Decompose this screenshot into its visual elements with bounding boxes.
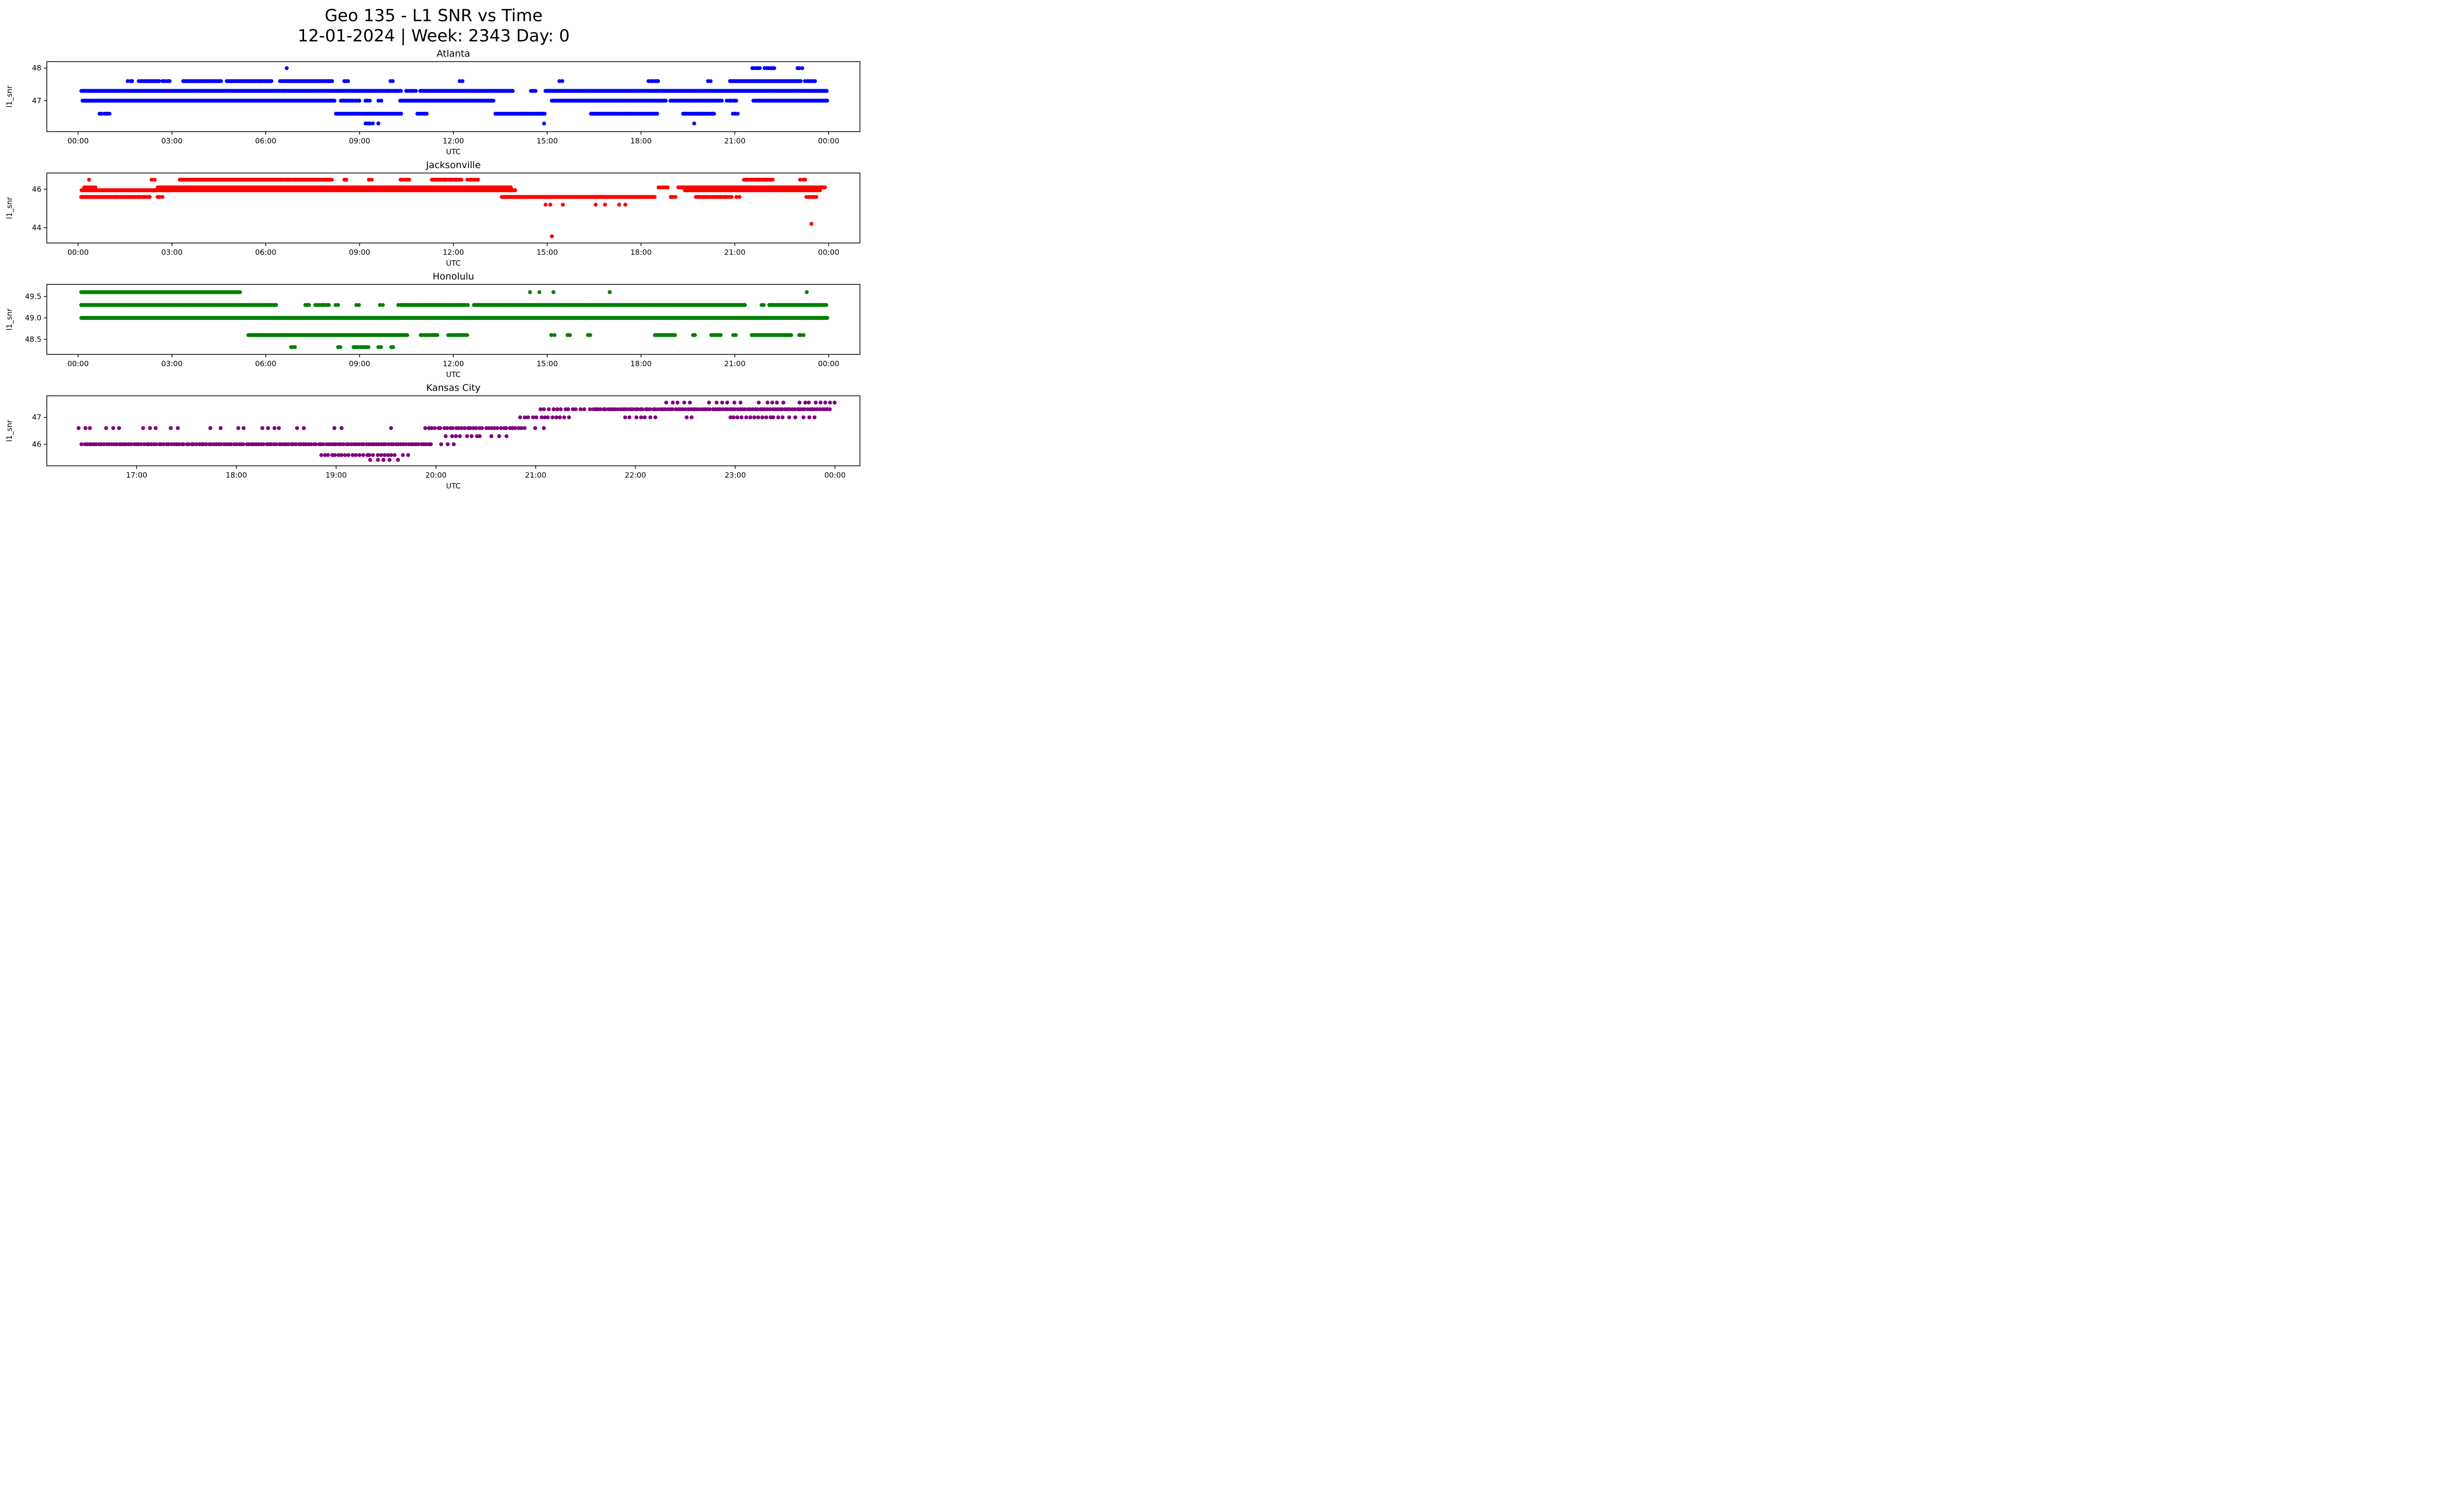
subplot-honolulu: Honolulu 00:00 03:00 06:00 09:00 12:00 15:00 18… — [0, 270, 867, 381]
x-tick-label: 12:00 — [443, 248, 464, 257]
x-tick-label: 00:00 — [68, 248, 89, 257]
y-tick-label: 48.5 — [25, 335, 41, 344]
y-axis-label: l1_snr — [5, 308, 14, 331]
x-axis-label: UTC — [446, 259, 461, 268]
x-tick-label: 21:00 — [724, 137, 746, 145]
x-tick-label: 21:00 — [724, 359, 746, 368]
x-tick-label: 21:00 — [724, 248, 746, 257]
x-tick-label: 15:00 — [537, 137, 558, 145]
subplot-title: Jacksonville — [425, 160, 480, 171]
y-tick-label: 44 — [32, 223, 41, 232]
x-tick-label: 03:00 — [161, 248, 182, 257]
x-tick-label: 18:00 — [226, 471, 247, 480]
scatter-points — [79, 290, 829, 349]
x-tick-label: 12:00 — [443, 359, 464, 368]
x-tick-label: 12:00 — [443, 137, 464, 145]
x-tick-label: 03:00 — [161, 137, 182, 145]
jacksonville-scatter-plot: Jacksonville 00:00 03:00 06:00 09:00 12:00 15:… — [5, 160, 860, 268]
x-axis-label: UTC — [446, 147, 461, 156]
y-tick-label: 46 — [32, 185, 41, 194]
kansas-city-scatter-plot: Kansas City 17:00 18:00 19:00 20:00 21:00 22:0… — [5, 382, 860, 490]
x-tick-label: 03:00 — [161, 359, 182, 368]
y-tick-label: 47 — [32, 413, 41, 422]
x-tick-label: 06:00 — [255, 359, 276, 368]
x-axis-label: UTC — [446, 370, 461, 379]
y-tick-label: 46 — [32, 440, 41, 449]
x-tick-label: 00:00 — [824, 471, 846, 480]
x-tick-label: 00:00 — [818, 359, 839, 368]
x-tick-label: 00:00 — [818, 248, 839, 257]
scatter-points — [76, 400, 837, 462]
figure: Atlanta 00:00 03:00 06:00 09:00 12:00 15:00 18:… — [0, 47, 867, 492]
x-tick-label: 00:00 — [818, 137, 839, 145]
subplot-atlanta: Atlanta 00:00 03:00 06:00 09:00 12:00 15:00 18:… — [0, 47, 867, 158]
x-tick-label: 06:00 — [255, 248, 276, 257]
honolulu-scatter-plot: Honolulu 00:00 03:00 06:00 09:00 12:00 15:00 18… — [5, 271, 860, 379]
x-tick-label: 17:00 — [126, 471, 147, 480]
y-axis-label: l1_snr — [5, 85, 14, 108]
x-axis-label: UTC — [446, 482, 461, 490]
scatter-points — [79, 177, 827, 239]
x-tick-label: 00:00 — [68, 137, 89, 145]
subplot-jacksonville: Jacksonville 00:00 03:00 06:00 09:00 12:00 15:… — [0, 158, 867, 270]
y-tick-label: 49.0 — [25, 313, 41, 322]
x-tick-label: 18:00 — [630, 248, 651, 257]
x-tick-label: 19:00 — [325, 471, 346, 480]
figure-title-line2: 12-01-2024 | Week: 2343 Day: 0 — [298, 26, 570, 46]
plot-border — [46, 61, 860, 132]
x-tick-label: 15:00 — [537, 248, 558, 257]
y-axis-label: l1_snr — [5, 419, 14, 442]
x-tick-label: 09:00 — [349, 248, 370, 257]
x-tick-label: 20:00 — [425, 471, 446, 480]
x-tick-label: 23:00 — [724, 471, 746, 480]
subplot-title: Honolulu — [433, 271, 474, 282]
x-tick-label: 22:00 — [625, 471, 646, 480]
y-axis-label: l1_snr — [5, 197, 14, 219]
plot-border — [46, 173, 860, 243]
scatter-points — [79, 66, 829, 126]
x-tick-label: 21:00 — [525, 471, 546, 480]
plot-border — [46, 395, 860, 466]
x-tick-label: 00:00 — [68, 359, 89, 368]
x-tick-label: 06:00 — [255, 137, 276, 145]
x-tick-label: 09:00 — [349, 137, 370, 145]
y-tick-label: 47 — [32, 96, 41, 105]
figure-title-line1: Geo 135 - L1 SNR vs Time — [324, 6, 543, 26]
y-tick-label: 48 — [32, 64, 41, 72]
x-tick-label: 18:00 — [630, 359, 651, 368]
subplot-title: Kansas City — [426, 382, 481, 393]
x-tick-label: 15:00 — [537, 359, 558, 368]
subplot-kansas-city: Kansas City 17:00 18:00 19:00 20:00 21:00 22:0… — [0, 381, 867, 492]
x-tick-label: 18:00 — [630, 137, 651, 145]
y-tick-label: 49.5 — [25, 292, 41, 301]
figure-title: Geo 135 - L1 SNR vs Time 12-01-2024 | We… — [0, 0, 867, 47]
x-tick-label: 09:00 — [349, 359, 370, 368]
atlanta-scatter-plot: Atlanta 00:00 03:00 06:00 09:00 12:00 15:00 18:… — [5, 48, 860, 156]
subplot-title: Atlanta — [437, 48, 470, 59]
